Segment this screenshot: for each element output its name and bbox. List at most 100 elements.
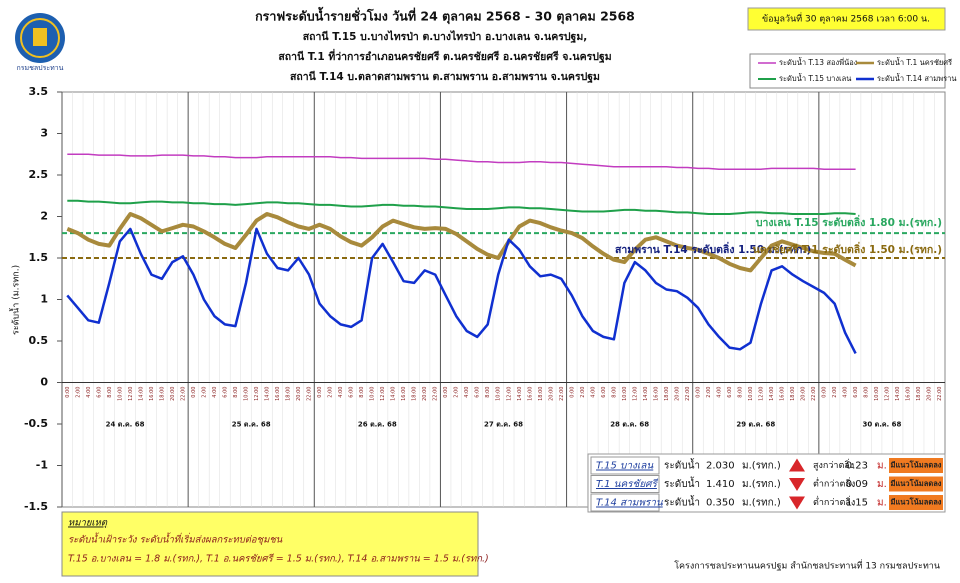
trend-cell xyxy=(889,495,943,510)
x-tick-label: 10:00 xyxy=(622,387,628,401)
x-tick-label: 0:00 xyxy=(443,387,449,398)
y-tick-label: 1.5 xyxy=(29,251,49,264)
trend: มีแนวโน้มลดลง xyxy=(890,460,941,470)
series-line xyxy=(67,199,856,215)
x-tick-label: 0:00 xyxy=(822,387,828,398)
x-tick-label: 12:00 xyxy=(759,387,765,401)
x-tick-label: 12:00 xyxy=(380,387,386,401)
day-label: 28 ต.ค. 68 xyxy=(610,421,649,429)
date-box xyxy=(747,7,946,31)
notes-box xyxy=(61,511,479,577)
series-line xyxy=(66,227,857,354)
x-tick-label: 22:00 xyxy=(559,387,565,401)
y-tick-label: 0.5 xyxy=(29,334,49,347)
x-tick-label: 8:00 xyxy=(107,387,113,398)
x-tick-label: 2:00 xyxy=(328,387,334,398)
x-tick-label: 18:00 xyxy=(664,387,670,401)
x-tick-label: 6:00 xyxy=(349,387,355,398)
x-tick-label: 2:00 xyxy=(706,387,712,398)
level-unit: ม.(รทก.) xyxy=(742,498,781,509)
x-tick-label: 12:00 xyxy=(254,387,260,401)
x-tick-label: 4:00 xyxy=(86,387,92,398)
x-tick-label: 22:00 xyxy=(937,387,943,401)
x-tick-label: 16:00 xyxy=(780,387,786,401)
x-tick-label: 20:00 xyxy=(927,387,933,401)
x-tick-label: 16:00 xyxy=(527,387,533,401)
level-unit: ม.(รทก.) xyxy=(742,479,781,490)
difference: 0.23 xyxy=(846,461,868,472)
legend-items: ระดับน้ำ T.13 สองพี่น้อง ระดับน้ำ T.1 นคร… xyxy=(758,57,956,83)
difference-unit: ม. xyxy=(877,461,887,472)
x-tick-label: 20:00 xyxy=(296,387,302,401)
x-tick-label: 2:00 xyxy=(454,387,460,398)
y-tick-label: 0 xyxy=(40,376,48,389)
x-tick-label: 8:00 xyxy=(738,387,744,398)
series-line xyxy=(66,212,857,273)
x-tick-label: 6:00 xyxy=(475,387,481,398)
notes-line: ระดับน้ำเฝ้าระวัง ระดับน้ำที่เริ่มส่งผลก… xyxy=(68,532,283,546)
x-tick-label: 8:00 xyxy=(611,387,617,398)
x-tick-label: 16:00 xyxy=(906,387,912,401)
y-tick-label: 3 xyxy=(40,127,48,140)
station: T.15 บางเลน xyxy=(596,461,654,472)
direction-arrow xyxy=(789,478,805,491)
notes-heading: หมายเหตุ xyxy=(68,518,108,529)
difference: 1.15 xyxy=(846,498,868,509)
station-cell xyxy=(590,475,660,493)
x-tick-label: 22:00 xyxy=(811,387,817,401)
logo-text: กรมชลประทาน xyxy=(17,64,64,72)
x-tick-label: 4:00 xyxy=(716,387,722,398)
x-tick-label: 12:00 xyxy=(632,387,638,401)
x-tick-label: 20:00 xyxy=(674,387,680,401)
station-cell xyxy=(590,493,660,512)
x-tick-label: 8:00 xyxy=(233,387,239,398)
legend-label: ระดับน้ำ T.1 นครชัยศรี xyxy=(877,57,952,67)
x-tick-label: 12:00 xyxy=(506,387,512,401)
x-tick-label: 22:00 xyxy=(307,387,313,401)
x-tick-label: 22:00 xyxy=(180,387,186,401)
x-tick-label: 8:00 xyxy=(359,387,365,398)
difference-unit: ม. xyxy=(877,479,887,490)
x-tick-label: 22:00 xyxy=(433,387,439,401)
x-tick-label: 10:00 xyxy=(874,387,880,401)
station-cell xyxy=(590,456,660,475)
day-label: 29 ต.ค. 68 xyxy=(736,421,775,429)
level-label: ระดับน้ำ xyxy=(664,476,700,490)
x-tick-label: 4:00 xyxy=(464,387,470,398)
reference-label: บางเลน T.15 ระดับตลิ่ง 1.80 ม.(รทก.) xyxy=(756,214,942,229)
x-tick-label: 20:00 xyxy=(801,387,807,401)
level-label: ระดับน้ำ xyxy=(664,458,700,472)
x-tick-label: 0:00 xyxy=(191,387,197,398)
y-tick-label: -1 xyxy=(36,459,48,472)
x-tick-label: 16:00 xyxy=(149,387,155,401)
x-tick-label: 18:00 xyxy=(286,387,292,401)
x-tick-label: 4:00 xyxy=(590,387,596,398)
x-tick-label: 18:00 xyxy=(159,387,165,401)
subtitle: สถานี T.14 บ.ตลาดสามพราน ต.สามพราน อ.สาม… xyxy=(290,70,600,83)
x-tick-label: 12:00 xyxy=(128,387,134,401)
direction-arrow xyxy=(789,496,805,510)
x-tick-label: 16:00 xyxy=(401,387,407,401)
day-label: 30 ต.ค. 68 xyxy=(862,421,901,429)
comparison: สูงกว่าตลิ่ง xyxy=(813,458,854,471)
x-tick-label: 14:00 xyxy=(769,387,775,401)
y-tick-label: 2 xyxy=(40,210,48,223)
trend-cell xyxy=(889,458,943,473)
station: T.1 นครชัยศรี xyxy=(596,478,659,490)
x-tick-label: 14:00 xyxy=(517,387,523,401)
notes-line: T.15 อ.บางเลน = 1.8 ม.(รทก.), T.1 อ.นครช… xyxy=(68,553,489,565)
x-tick-label: 8:00 xyxy=(864,387,870,398)
x-tick-label: 14:00 xyxy=(895,387,901,401)
comparison: ต่ำกว่าตลิ่ง xyxy=(813,477,855,490)
trend: มีแนวโน้มลดลง xyxy=(890,478,941,488)
x-tick-label: 10:00 xyxy=(496,386,502,400)
subtitle: สถานี T.1 ที่ว่าการอำเภอนครชัยศรี ต.นครช… xyxy=(278,48,611,63)
logo-emblem xyxy=(33,28,47,46)
plot: 0:00 2:00 4:00 6:00 8:00 10:00 12:00 14:00 16:00… xyxy=(24,85,945,513)
x-tick-label: 2:00 xyxy=(580,387,586,398)
reference-label: สามพราน T.14 ระดับตลิ่ง 1.50 ม.(รทก.) xyxy=(615,241,811,256)
x-tick-label: 20:00 xyxy=(548,387,554,401)
y-tick-label: 3.5 xyxy=(29,85,49,98)
level-value: 2.030 xyxy=(706,461,735,472)
